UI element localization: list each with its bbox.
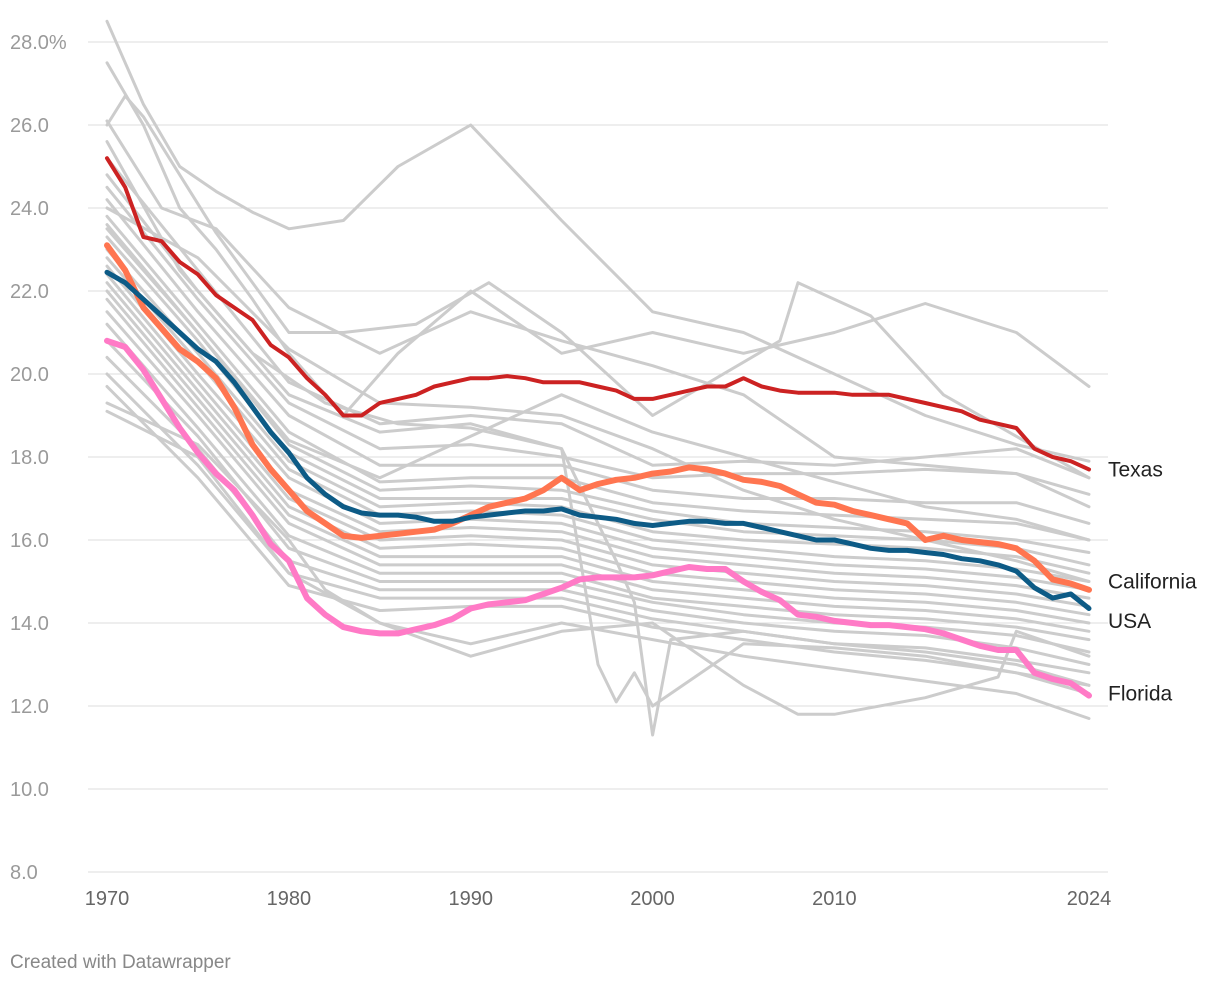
state-series-line [105, 322, 1091, 642]
x-tick-label: 2024 [1067, 888, 1112, 910]
state-series-line [105, 409, 1091, 720]
state-series-line [105, 355, 1091, 666]
y-tick-label: 10.0 [10, 779, 49, 801]
usa-series-line [104, 269, 1092, 611]
state-series-line [105, 206, 1091, 583]
y-tick-label: 16.0 [10, 530, 49, 552]
california-label: California [1108, 571, 1197, 594]
datawrapper-credit: Created with Datawrapper [10, 952, 231, 973]
state-series-line [105, 156, 1091, 480]
y-tick-label: 14.0 [10, 613, 49, 635]
state-series-line [105, 401, 1091, 716]
state-series-line [105, 61, 1091, 417]
state-series-line [105, 297, 1091, 625]
state-series-line [105, 119, 1091, 496]
y-tick-label: 22.0 [10, 281, 49, 303]
usa-label: USA [1108, 610, 1151, 633]
texas-label: Texas [1108, 458, 1163, 481]
state-series-line [105, 223, 1091, 542]
y-tick-label: 24.0 [10, 198, 49, 220]
y-tick-label: 18.0 [10, 447, 49, 469]
background-state-lines [105, 19, 1091, 737]
state-series-line [105, 289, 1091, 617]
y-axis-ticks: 28.0% 26.0 24.0 22.0 20.0 18.0 16.0 14.0 12.0 10.… [10, 32, 67, 884]
y-tick-label: 8.0 [10, 862, 38, 884]
series-labels: Texas California USA Florida [1108, 458, 1197, 705]
texas-series-line [105, 156, 1091, 472]
state-series-line [105, 385, 1091, 687]
state-series-line [105, 264, 1091, 592]
state-series-line [105, 256, 1091, 583]
x-tick-label: 2010 [812, 888, 857, 910]
state-series-line [105, 94, 1091, 480]
state-series-line [105, 198, 1091, 525]
line-chart: 28.0% 26.0 24.0 22.0 20.0 18.0 16.0 14.0 12.0 10.… [10, 19, 1197, 910]
x-tick-label: 1980 [267, 888, 312, 910]
highlighted-series [104, 156, 1092, 699]
state-series-line [105, 339, 1091, 654]
california-series-line [104, 242, 1092, 593]
x-tick-label: 2000 [630, 888, 675, 910]
y-tick-label: 28.0% [10, 32, 67, 54]
florida-label: Florida [1108, 683, 1173, 706]
y-tick-label: 12.0 [10, 696, 49, 718]
state-series-line [105, 19, 1091, 463]
state-series-line [105, 185, 1091, 509]
state-series-line [105, 214, 1091, 542]
y-tick-label: 26.0 [10, 115, 49, 137]
y-tick-label: 20.0 [10, 364, 49, 386]
x-axis-ticks: 1970 1980 1990 2000 2010 2024 [85, 888, 1112, 910]
x-tick-label: 1970 [85, 888, 130, 910]
x-tick-label: 1990 [448, 888, 493, 910]
florida-series-line [104, 337, 1092, 699]
state-series-line [105, 227, 1091, 554]
state-series-line [105, 281, 1091, 608]
state-series-line [105, 173, 1091, 708]
